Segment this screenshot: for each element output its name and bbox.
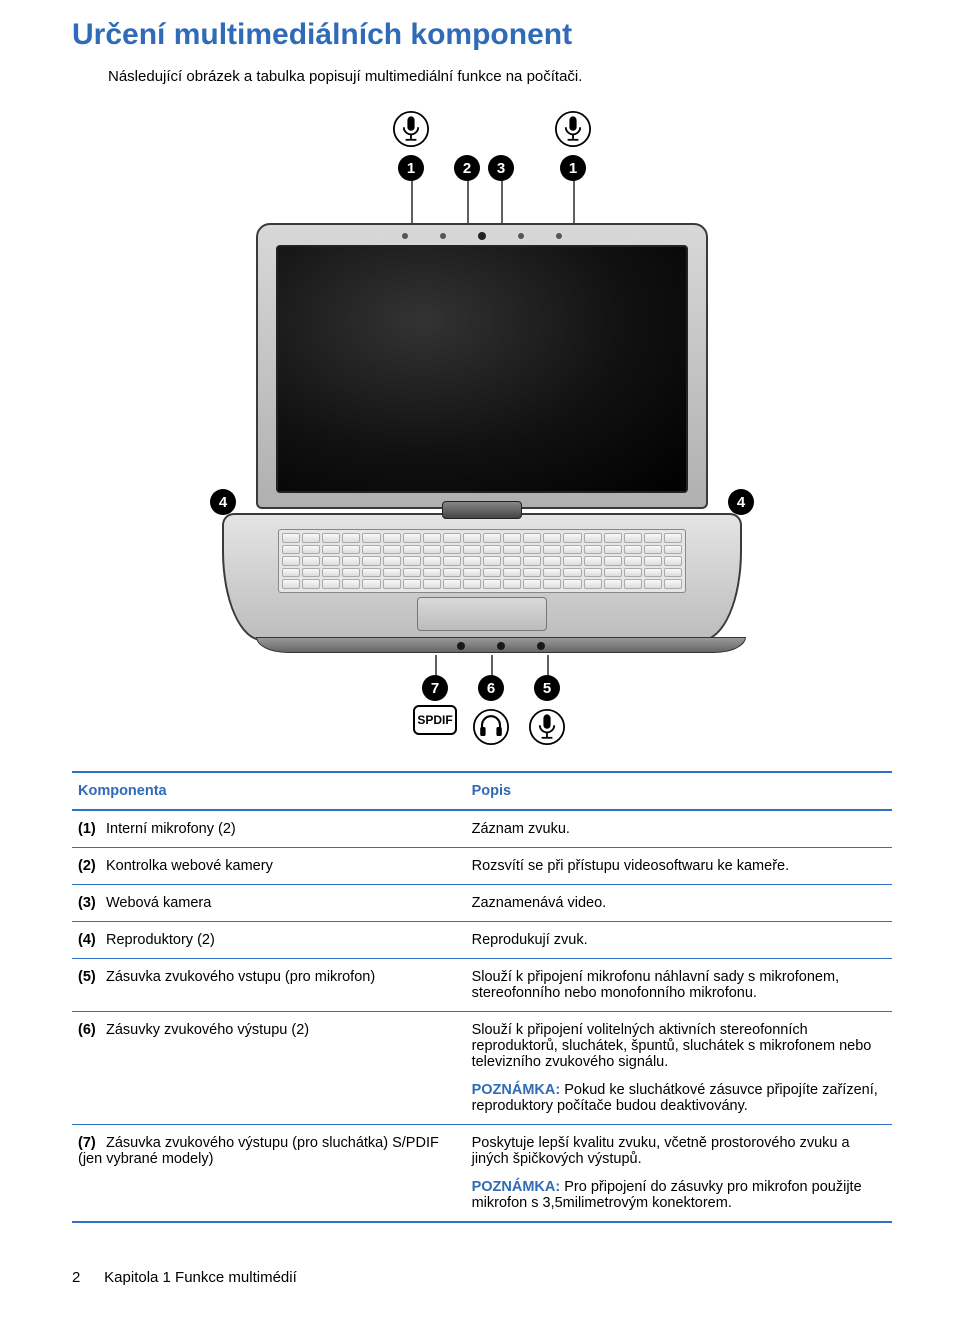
headphones-icon [473,705,509,749]
page-number: 2 [72,1269,100,1286]
component-number: (1) [78,821,106,837]
callout-1-top-3: 1 [560,155,586,181]
component-number: (2) [78,858,106,874]
description-text: Slouží k připojení mikrofonu náhlavní sa… [472,969,886,1001]
table-row: (5)Zásuvka zvukového vstupu (pro mikrofo… [72,959,892,1012]
component-number: (6) [78,1022,106,1038]
note-label: POZNÁMKA: [472,1082,565,1098]
component-cell: (5)Zásuvka zvukového vstupu (pro mikrofo… [72,959,466,1012]
intro-text: Následující obrázek a tabulka popisují m… [108,68,892,85]
spdif-icon: SPDIF [413,705,457,735]
callout-4-right: 4 [728,489,754,515]
mic-icon [393,107,429,151]
callout-4-left: 4 [210,489,236,515]
component-cell: (7)Zásuvka zvukového výstupu (pro sluchá… [72,1125,466,1223]
component-cell: (2)Kontrolka webové kamery [72,848,466,885]
description-cell: Zaznamenává video. [466,885,892,922]
table-row: (7)Zásuvka zvukového výstupu (pro sluchá… [72,1125,892,1223]
table-row: (6)Zásuvky zvukového výstupu (2)Slouží k… [72,1012,892,1125]
description-cell: Záznam zvuku. [466,810,892,848]
components-table-wrap: Komponenta Popis (1)Interní mikrofony (2… [72,771,892,1223]
components-table: Komponenta Popis (1)Interní mikrofony (2… [72,773,892,1223]
description-text: Rozsvítí se při přístupu videosoftwaru k… [472,858,886,874]
description-cell: Reprodukují zvuk. [466,922,892,959]
callout-7-bottom: 7 [422,675,448,701]
page-title: Určení multimediálních komponent [72,18,892,52]
component-number: (3) [78,895,106,911]
table-row: (2)Kontrolka webové kamery Rozsvítí se př… [72,848,892,885]
description-cell: Rozsvítí se při přístupu videosoftwaru k… [466,848,892,885]
laptop-illustration [256,223,708,653]
component-diagram: 1231 4 4 7SPDIF65 [222,107,742,747]
component-name: Reproduktory (2) [106,932,215,948]
table-row: (1)Interní mikrofony (2) Záznam zvuku. [72,810,892,848]
description-text: Záznam zvuku. [472,821,886,837]
col-header-popis: Popis [466,773,892,810]
description-cell: Slouží k připojení volitelných aktivních… [466,1012,892,1125]
note-label: POZNÁMKA: [472,1179,565,1195]
component-number: (4) [78,932,106,948]
callout-5-bottom: 5 [534,675,560,701]
callout-1-top-0: 1 [398,155,424,181]
mic-icon [529,705,565,749]
component-cell: (1)Interní mikrofony (2) [72,810,466,848]
description-text: Reprodukují zvuk. [472,932,886,948]
component-name: Zásuvka zvukového vstupu (pro mikrofon) [106,969,375,985]
component-cell: (4)Reproduktory (2) [72,922,466,959]
description-text: Slouží k připojení volitelných aktivních… [472,1022,886,1070]
component-cell: (3)Webová kamera [72,885,466,922]
table-row: (3)Webová kamera Zaznamenává video. [72,885,892,922]
page-footer: 2 Kapitola 1 Funkce multimédií [72,1269,892,1286]
component-cell: (6)Zásuvky zvukového výstupu (2) [72,1012,466,1125]
description-cell: Poskytuje lepší kvalitu zvuku, včetně pr… [466,1125,892,1223]
chapter-label: Kapitola 1 Funkce multimédií [104,1269,297,1286]
col-header-komponenta: Komponenta [72,773,466,810]
note: POZNÁMKA: Pokud ke sluchátkové zásuvce p… [472,1082,886,1114]
component-name: Kontrolka webové kamery [106,858,273,874]
callout-3-top-2: 3 [488,155,514,181]
component-name: Zásuvky zvukového výstupu (2) [106,1022,309,1038]
description-cell: Slouží k připojení mikrofonu náhlavní sa… [466,959,892,1012]
description-text: Zaznamenává video. [472,895,886,911]
table-row: (4)Reproduktory (2) Reprodukují zvuk. [72,922,892,959]
component-number: (5) [78,969,106,985]
component-name: Webová kamera [106,895,211,911]
component-name: Interní mikrofony (2) [106,821,236,837]
mic-icon [555,107,591,151]
description-text: Poskytuje lepší kvalitu zvuku, včetně pr… [472,1135,886,1167]
note: POZNÁMKA: Pro připojení do zásuvky pro m… [472,1179,886,1211]
component-number: (7) [78,1135,106,1151]
callout-6-bottom: 6 [478,675,504,701]
callout-2-top-1: 2 [454,155,480,181]
component-name: Zásuvka zvukového výstupu (pro sluchátka… [78,1135,439,1167]
